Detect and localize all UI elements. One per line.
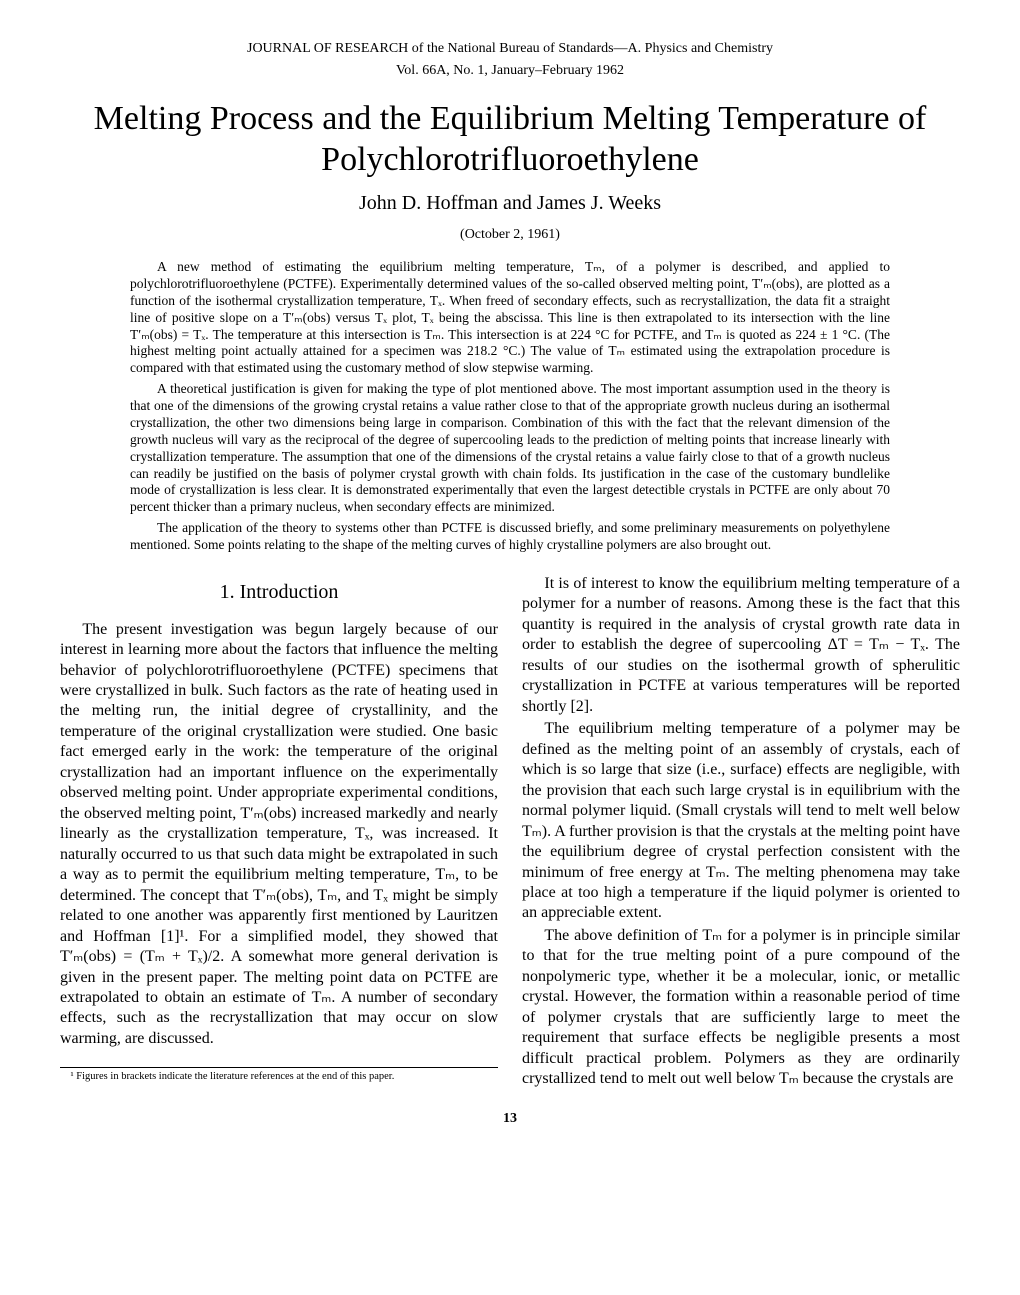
paper-authors: John D. Hoffman and James J. Weeks bbox=[60, 191, 960, 216]
footnote-1: ¹ Figures in brackets indicate the liter… bbox=[60, 1067, 498, 1084]
section-1-heading: 1. Introduction bbox=[60, 580, 498, 606]
intro-right-paragraph-1: It is of interest to know the equilibriu… bbox=[522, 574, 960, 717]
intro-right-paragraph-2: The equilibrium melting temperature of a… bbox=[522, 719, 960, 924]
body-columns: 1. Introduction The present investigatio… bbox=[60, 574, 960, 1092]
abstract-block: A new method of estimating the equilibri… bbox=[130, 259, 890, 554]
abstract-paragraph-2: A theoretical justification is given for… bbox=[130, 381, 890, 516]
abstract-paragraph-3: The application of the theory to systems… bbox=[130, 520, 890, 554]
left-column: 1. Introduction The present investigatio… bbox=[60, 574, 498, 1092]
page-number: 13 bbox=[60, 1110, 960, 1128]
intro-left-paragraph-1: The present investigation was begun larg… bbox=[60, 620, 498, 1050]
journal-issue-line: Vol. 66A, No. 1, January–February 1962 bbox=[60, 62, 960, 80]
paper-title: Melting Process and the Equilibrium Melt… bbox=[60, 99, 960, 181]
intro-right-paragraph-3: The above definition of Tₘ for a polymer… bbox=[522, 926, 960, 1090]
journal-header-line: JOURNAL OF RESEARCH of the National Bure… bbox=[60, 40, 960, 58]
abstract-paragraph-1: A new method of estimating the equilibri… bbox=[130, 259, 890, 377]
paper-date: (October 2, 1961) bbox=[60, 226, 960, 244]
right-column: It is of interest to know the equilibriu… bbox=[522, 574, 960, 1092]
